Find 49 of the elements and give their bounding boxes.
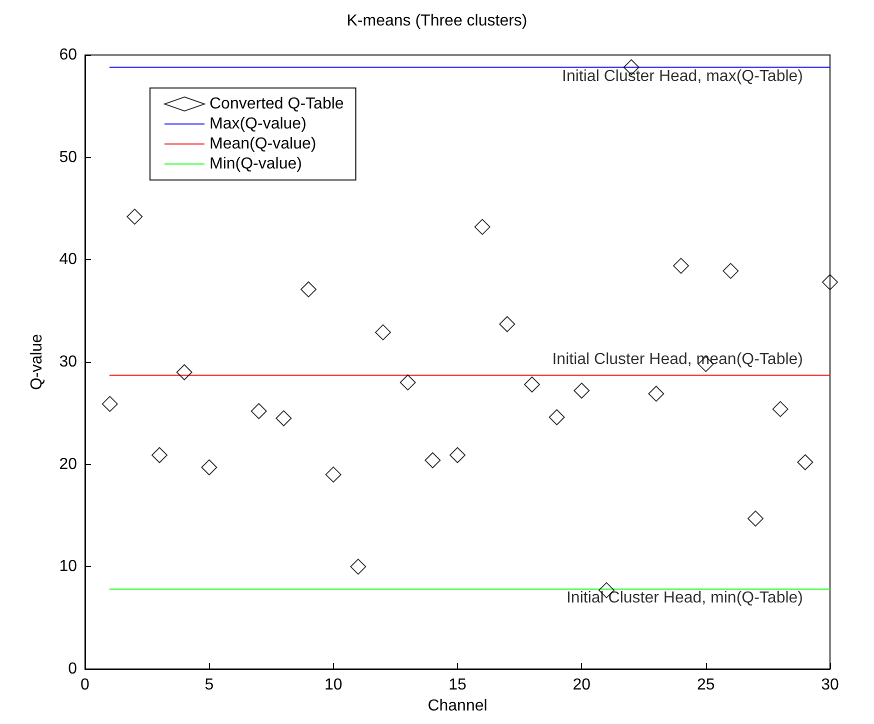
point <box>499 316 516 332</box>
point <box>548 409 565 426</box>
y-tick-label: 60 <box>59 46 78 64</box>
point <box>276 410 292 426</box>
point <box>375 324 391 340</box>
legend-label: Converted Q-Table <box>210 96 344 112</box>
legend-label: Max(Q-value) <box>210 116 306 132</box>
legend-label: Min(Q-value) <box>210 156 302 172</box>
point <box>152 447 168 464</box>
x-tick-label: 20 <box>572 676 591 694</box>
point <box>722 262 739 279</box>
point <box>797 454 814 470</box>
legend-label: Mean(Q-value) <box>210 136 316 152</box>
x-tick-label: 30 <box>821 676 839 694</box>
point <box>176 364 192 380</box>
point <box>325 466 342 483</box>
point <box>524 376 540 393</box>
point <box>673 258 689 274</box>
y-tick-label: 40 <box>59 251 78 268</box>
x-tick-label: 5 <box>204 676 214 694</box>
point <box>772 401 788 418</box>
x-tick-label: 10 <box>324 676 342 694</box>
y-tick-label: 10 <box>59 558 78 576</box>
point <box>400 374 416 390</box>
point <box>424 452 441 468</box>
point <box>250 403 267 420</box>
point <box>474 218 490 235</box>
point <box>450 447 466 464</box>
x-tick-label: 25 <box>696 676 715 694</box>
point <box>300 281 316 298</box>
x-axis-title: Channel <box>428 697 488 714</box>
point <box>748 510 764 527</box>
y-tick-label: 0 <box>68 660 78 678</box>
y-tick-label: 30 <box>59 354 78 370</box>
point <box>201 459 218 476</box>
y-axis-title: Q-value <box>28 334 46 390</box>
point <box>102 396 118 412</box>
point <box>126 208 143 225</box>
y-tick-label: 50 <box>59 148 78 166</box>
annotation: Initial Cluster Head, max(Q-Table) <box>562 68 803 85</box>
point <box>350 558 366 575</box>
point <box>574 382 590 399</box>
point <box>648 386 664 402</box>
annotation: Initial Cluster Head, min(Q-Table) <box>566 590 803 607</box>
x-tick-label: 0 <box>80 676 90 694</box>
y-tick-label: 20 <box>59 456 78 473</box>
x-tick-label: 15 <box>448 676 466 694</box>
chart-title: K-means (Three clusters) <box>346 12 528 30</box>
point <box>822 274 838 290</box>
